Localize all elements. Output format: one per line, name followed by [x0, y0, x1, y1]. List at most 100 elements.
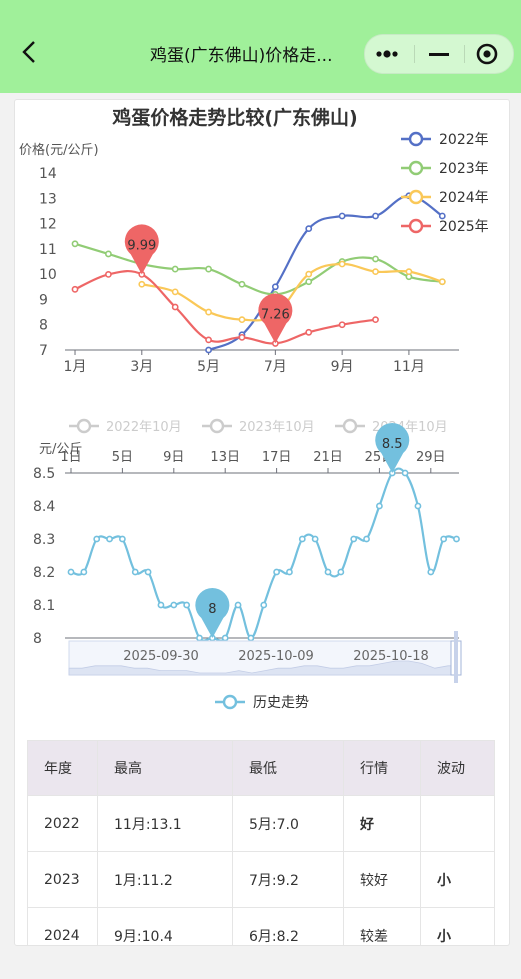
nav-bar: 鸡蛋(广东佛山)价格走...: [0, 0, 521, 93]
marker-label: 8: [208, 602, 216, 617]
cell-year: 2022: [27, 795, 98, 852]
faded-legend-item[interactable]: 2023年10月: [202, 418, 315, 435]
x-tick-label: 5月: [197, 359, 220, 375]
marker-pin: 9.99: [124, 224, 159, 275]
x-tick-label: 1日: [60, 450, 81, 465]
data-point: [338, 321, 346, 329]
data-point: [260, 601, 268, 609]
data-point: [350, 535, 358, 543]
close-target-icon: [476, 43, 498, 65]
cell-year: 2024: [27, 907, 98, 945]
y-tick-label: 12: [39, 217, 57, 233]
data-point: [105, 250, 112, 258]
data-point: [93, 535, 101, 543]
data-point: [247, 634, 255, 642]
data-point: [405, 268, 413, 276]
cell-trend: 好: [343, 795, 421, 852]
x-tick-label: 21日: [313, 450, 343, 465]
y-tick-label: 13: [39, 191, 57, 207]
content-card: 鸡蛋价格走势比较(广东佛山) 价格(元/公斤) 7 8 9 10 11 12 13 14 1月 3…: [14, 99, 510, 946]
data-point: [438, 212, 446, 220]
data-point: [372, 268, 379, 276]
y-tick-label: 8: [39, 318, 48, 334]
data-point: [238, 333, 246, 341]
slider-date-label: 2025-10-18: [353, 649, 429, 664]
marker-pin: 7.26: [258, 293, 293, 344]
x-tick-label: 1月: [64, 359, 87, 375]
data-point: [401, 469, 409, 477]
data-zoom-slider[interactable]: 2025-09-30 2025-10-09 2025-10-18: [68, 631, 462, 683]
more-dots-icon: [376, 50, 398, 58]
y-axis-label: 价格(元/公斤): [19, 142, 99, 158]
data-point: [273, 568, 280, 576]
faded-legend-item[interactable]: 2022年10月: [69, 418, 182, 435]
y-tick-label: 9: [39, 292, 48, 308]
data-point: [324, 568, 332, 576]
marker-pin: 8.5: [375, 423, 410, 473]
cell-volatility: 小: [420, 851, 495, 908]
data-point: [305, 225, 313, 233]
y-tick-label: 14: [39, 166, 57, 182]
cell-high: 9月:10.4: [97, 907, 233, 945]
x-tick-label: 13日: [210, 450, 240, 465]
x-tick-label: 9日: [163, 450, 184, 465]
summary-table: 年度 最高 最低 行情 波动 2022 11月:13.1 5月:7.0 好 20…: [27, 740, 495, 945]
legend-item[interactable]: 2022年: [401, 131, 489, 148]
y-tick-label: 11: [39, 242, 57, 258]
data-point: [171, 288, 179, 296]
data-point: [71, 285, 79, 293]
data-point: [144, 568, 152, 576]
header-year: 年度: [27, 740, 98, 796]
data-point: [305, 270, 313, 278]
page-title: 鸡蛋(广东佛山)价格走...: [150, 46, 333, 66]
cell-year: 2023: [27, 851, 98, 908]
more-button[interactable]: [365, 35, 413, 73]
legend-label: 历史走势: [253, 695, 309, 711]
data-point: [183, 601, 191, 609]
close-button[interactable]: [465, 35, 513, 73]
data-point: [67, 568, 75, 576]
marker-label: 8.5: [382, 437, 403, 452]
data-point: [119, 535, 126, 543]
data-point: [440, 535, 448, 543]
minimize-icon: [429, 53, 449, 56]
data-point: [234, 601, 242, 609]
back-arrow-icon[interactable]: [18, 40, 42, 64]
data-point: [338, 260, 346, 268]
slider-handle-bar[interactable]: [454, 631, 458, 683]
series-line: [141, 262, 443, 322]
legend-item[interactable]: 历史走势: [215, 694, 309, 711]
chart-title: 鸡蛋价格走势比较(广东佛山): [111, 106, 357, 129]
data-point: [205, 308, 212, 316]
data-point: [305, 328, 313, 336]
data-point: [105, 270, 112, 278]
cell-high: 11月:13.1: [97, 795, 233, 852]
legend-item[interactable]: 2023年: [401, 160, 489, 177]
data-point: [238, 316, 246, 324]
data-point: [157, 601, 165, 609]
y-tick-label: 10: [39, 267, 57, 283]
data-point: [80, 568, 88, 576]
data-point: [338, 212, 346, 220]
series-2025年: [71, 270, 379, 347]
data-point: [286, 568, 293, 576]
series-line: [70, 467, 457, 642]
table-row: 2024 9月:10.4 6月:8.2 较差 小: [27, 907, 495, 945]
data-point: [170, 601, 178, 609]
data-point: [453, 535, 460, 543]
legend-item[interactable]: 2025年: [401, 218, 489, 235]
y-tick-label: 8.5: [33, 466, 55, 482]
data-point: [196, 634, 203, 642]
data-point: [71, 240, 79, 248]
header-high: 最高: [97, 740, 233, 796]
y-tick-label: 8.2: [33, 565, 55, 581]
data-point: [372, 316, 379, 324]
y-tick-label: 8: [33, 631, 42, 647]
table-header-row: 年度 最高 最低 行情 波动: [27, 740, 495, 796]
legend-item[interactable]: 2024年: [401, 189, 489, 206]
table-row: 2023 1月:11.2 7月:9.2 较好 小: [27, 851, 495, 908]
data-point: [205, 346, 212, 354]
minimize-button[interactable]: [415, 35, 463, 73]
data-point: [363, 535, 370, 543]
data-point: [131, 568, 139, 576]
